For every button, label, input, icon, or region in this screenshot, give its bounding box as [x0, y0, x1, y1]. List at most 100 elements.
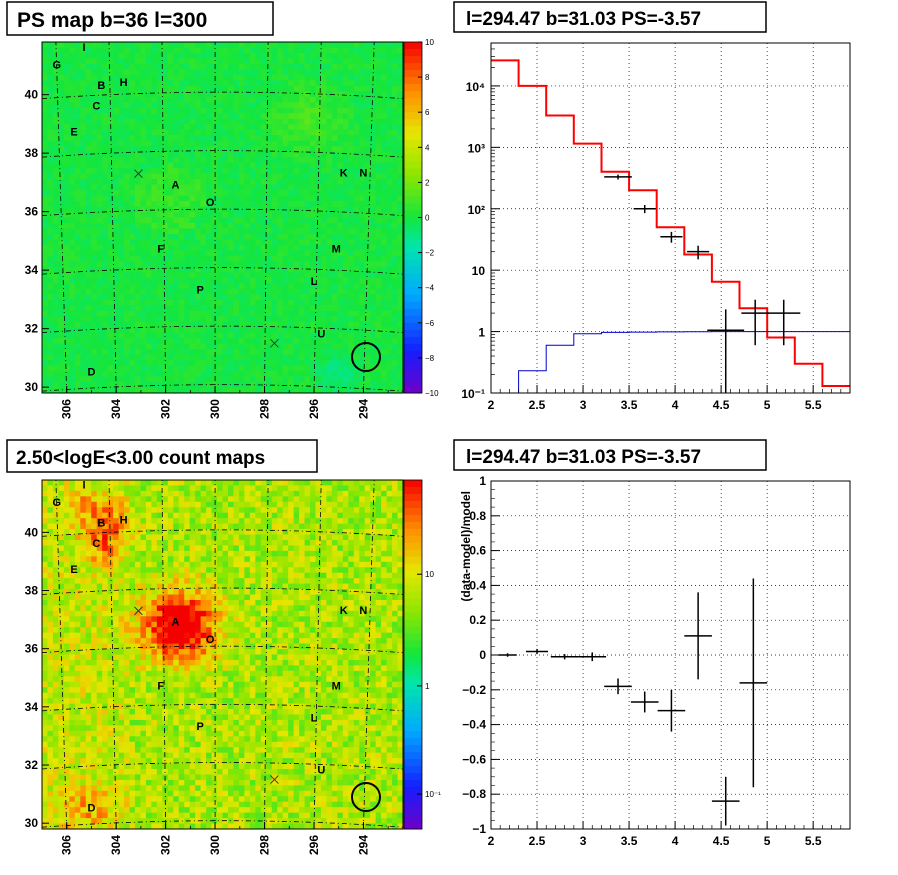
ps-map-pixel: [107, 349, 114, 356]
ps-map-pixel: [63, 173, 70, 180]
ps-map-pixel: [96, 52, 103, 59]
ps-map-pixel: [156, 283, 163, 290]
ps-map-pixel: [326, 338, 333, 345]
ps-map-pixel: [80, 387, 87, 394]
ps-map-pixel: [167, 354, 174, 361]
ps-map-colorbar-step: [404, 98, 422, 106]
ps-map-pixel: [299, 173, 305, 180]
ps-map-pixel: [342, 96, 349, 103]
count-map-pixel: [337, 501, 344, 508]
ps-map-pixel: [244, 74, 251, 81]
ps-map-pixel: [178, 294, 185, 301]
ps-map-pixel: [331, 321, 338, 328]
ps-map-pixel: [244, 283, 251, 290]
ps-map-pixel: [178, 69, 185, 76]
ps-map-pixel: [118, 113, 125, 120]
ps-map-pixel: [58, 74, 65, 81]
ps-map-pixel: [85, 96, 92, 103]
ps-map-pixel: [195, 129, 202, 136]
ps-map-pixel: [353, 371, 360, 377]
ps-map-pixel: [129, 135, 136, 142]
ps-map-pixel: [249, 338, 256, 345]
ps-map-pixel: [217, 135, 223, 142]
ps-map-pixel: [206, 140, 212, 147]
ps-map-colorbar-step: [404, 266, 422, 275]
ps-map-pixel: [211, 244, 218, 251]
ps-map-pixel: [91, 52, 98, 59]
ps-map-pixel: [91, 173, 98, 180]
ps-map-pixel: [386, 332, 393, 339]
ps-map-pixel: [233, 244, 240, 251]
ps-map-pixel: [227, 277, 234, 284]
ps-map-pixel: [277, 91, 284, 98]
ps-map-pixel: [52, 52, 59, 59]
ps-map-pixel: [260, 244, 267, 251]
ps-map-pixel: [156, 74, 163, 81]
ps-map-pixel: [288, 135, 295, 142]
ps-map-pixel: [249, 360, 256, 366]
ps-map-pixel: [173, 173, 180, 180]
ps-map-pixel: [113, 310, 119, 317]
ps-map-pixel: [342, 343, 349, 350]
ps-map-pixel: [217, 42, 223, 48]
ps-map-pixel: [233, 228, 240, 235]
ps-map-pixel: [381, 283, 387, 290]
ps-map-pixel: [397, 184, 404, 191]
ps-map-pixel: [91, 140, 98, 147]
ps-map-pixel: [238, 354, 245, 361]
ps-map-pixel: [348, 69, 355, 76]
ps-map-pixel: [74, 162, 81, 169]
ps-map-pixel: [206, 316, 212, 323]
ps-map-pixel: [58, 387, 65, 394]
ps-map-pixel: [386, 135, 393, 142]
ps-map-pixel: [140, 354, 147, 361]
ps-map-pixel: [113, 305, 119, 312]
ps-map-pixel: [299, 85, 305, 92]
ps-map-pixel: [293, 206, 300, 213]
ps-map-pixel: [151, 255, 158, 262]
count-map-pixel: [375, 496, 382, 503]
ps-map-pixel: [271, 277, 278, 284]
ps-map-pixel: [96, 140, 103, 147]
ps-map-pixel: [342, 387, 349, 394]
ps-map-pixel: [134, 107, 141, 114]
ps-map-pixel: [178, 382, 185, 388]
ps-map-pixel: [397, 310, 404, 317]
ps-map-pixel: [129, 233, 136, 240]
ps-map-pixel: [184, 52, 191, 59]
ps-map-pixel: [206, 250, 212, 257]
ps-map-pixel: [392, 387, 398, 394]
ps-map-pixel: [342, 162, 349, 169]
ps-map-pixel: [260, 96, 267, 103]
ps-map-pixel: [162, 354, 169, 361]
ps-map-pixel: [315, 63, 322, 70]
ps-map-pixel: [249, 217, 256, 224]
ps-map-pixel: [320, 354, 327, 361]
ps-map-pixel: [288, 277, 295, 284]
ps-map-pixel: [47, 135, 54, 142]
ps-map-pixel: [189, 310, 196, 317]
ps-map-pixel: [184, 299, 191, 306]
ps-map-pixel: [52, 206, 59, 213]
ps-map-pixel: [337, 195, 344, 202]
ps-map-pixel: [353, 228, 360, 235]
ps-map-pixel: [129, 305, 136, 312]
ps-map-pixel: [184, 162, 191, 169]
ps-map-pixel: [282, 261, 289, 268]
ps-map-pixel: [342, 338, 349, 345]
ps-map-pixel: [386, 179, 393, 185]
ps-map-pixel: [392, 201, 398, 207]
ps-map-pixel: [277, 80, 284, 87]
ps-map-longitude-line: [108, 41, 117, 394]
ps-map-pixel: [370, 283, 377, 290]
ps-map-pixel: [353, 310, 360, 317]
ps-map-pixel: [184, 332, 191, 339]
ps-map-pixel: [244, 168, 251, 175]
count-map-pixel: [206, 480, 212, 486]
ps-map-pixel: [310, 42, 316, 48]
ps-map-pixel: [304, 217, 311, 224]
ps-map-pixel: [167, 63, 174, 70]
spectrum-y-tick-label: 1: [478, 326, 485, 340]
count-map-pixel: [69, 485, 76, 492]
ps-map-pixel: [42, 365, 48, 372]
